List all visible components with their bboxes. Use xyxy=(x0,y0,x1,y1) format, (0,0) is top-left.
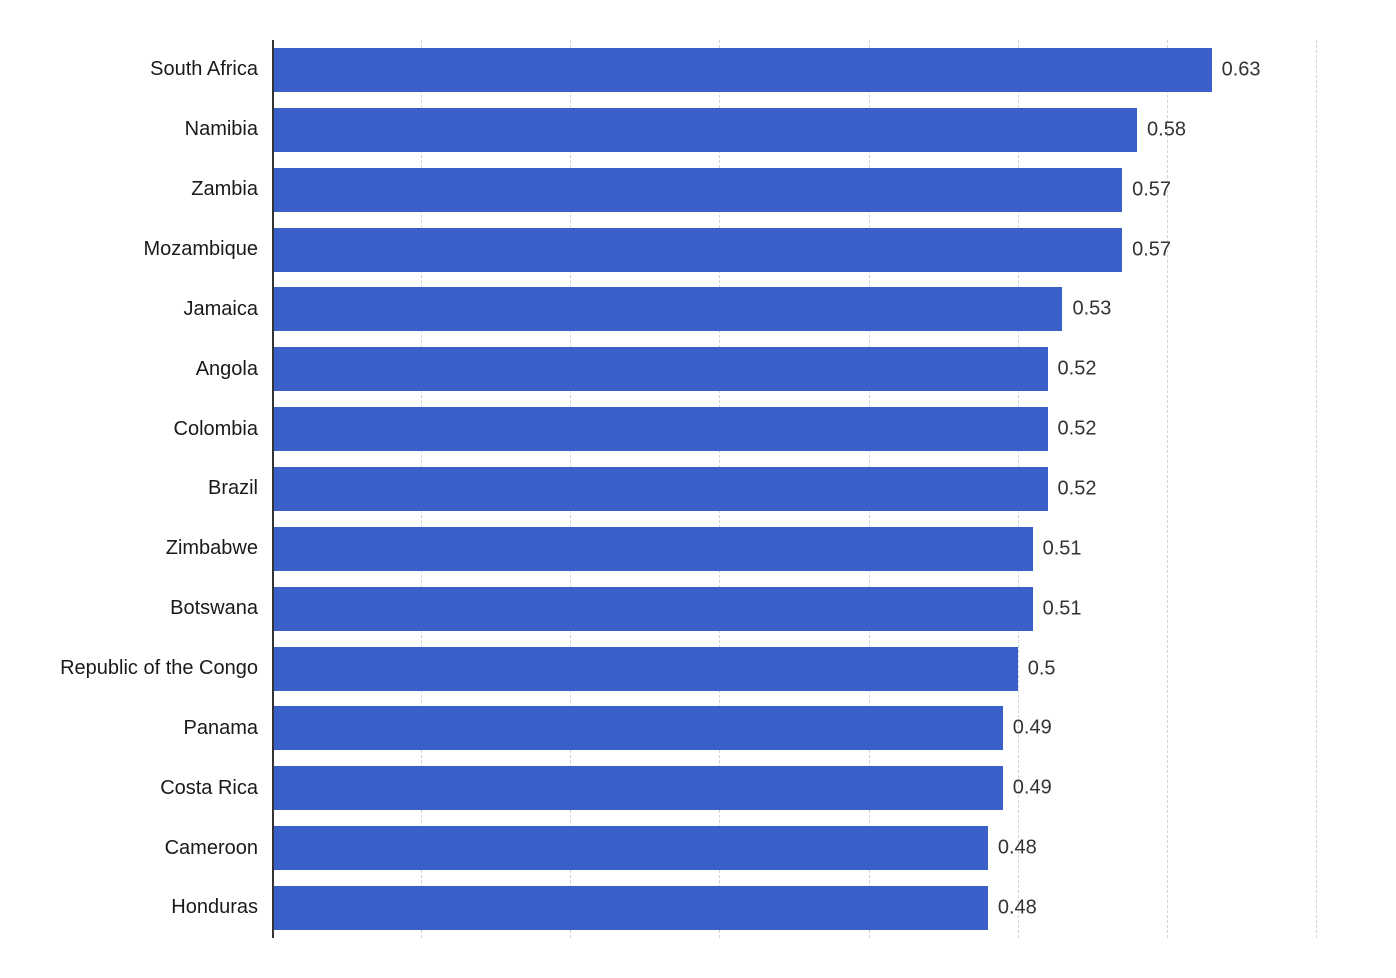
bar[interactable]: 0.52 xyxy=(272,407,1048,451)
bar-category-label: Angola xyxy=(196,358,258,381)
bar[interactable]: 0.48 xyxy=(272,826,988,870)
bar-row: Jamaica0.53 xyxy=(272,279,1316,339)
bar[interactable]: 0.51 xyxy=(272,587,1033,631)
bar-category-label: Jamaica xyxy=(184,298,258,321)
bar-value-label: 0.52 xyxy=(1058,358,1097,381)
bar-row: South Africa0.63 xyxy=(272,40,1316,100)
bar-value-label: 0.58 xyxy=(1147,118,1186,141)
bar-value-label: 0.52 xyxy=(1058,418,1097,441)
bar-row: Zimbabwe0.51 xyxy=(272,519,1316,579)
bars-container: South Africa0.63Namibia0.58Zambia0.57Moz… xyxy=(272,40,1316,938)
bar[interactable]: 0.58 xyxy=(272,108,1137,152)
bar-row: Zambia0.57 xyxy=(272,160,1316,220)
bar-value-label: 0.48 xyxy=(998,896,1037,919)
bar[interactable]: 0.5 xyxy=(272,647,1018,691)
bar-value-label: 0.57 xyxy=(1132,178,1171,201)
bar[interactable]: 0.51 xyxy=(272,527,1033,571)
bar[interactable]: 0.52 xyxy=(272,467,1048,511)
bar-value-label: 0.53 xyxy=(1072,298,1111,321)
bar-category-label: Cameroon xyxy=(165,837,258,860)
bar[interactable]: 0.53 xyxy=(272,287,1062,331)
bar-category-label: Brazil xyxy=(208,477,258,500)
bar[interactable]: 0.57 xyxy=(272,228,1122,272)
bar-row: Panama0.49 xyxy=(272,698,1316,758)
bar-category-label: Costa Rica xyxy=(160,777,258,800)
grid-line xyxy=(1316,40,1317,938)
bar-value-label: 0.57 xyxy=(1132,238,1171,261)
bar-row: Honduras0.48 xyxy=(272,878,1316,938)
bar-row: Colombia0.52 xyxy=(272,399,1316,459)
bar-row: Cameroon0.48 xyxy=(272,818,1316,878)
bar-category-label: Mozambique xyxy=(143,238,258,261)
bar-category-label: Zimbabwe xyxy=(166,537,258,560)
bar-category-label: Republic of the Congo xyxy=(60,657,258,680)
bar[interactable]: 0.49 xyxy=(272,766,1003,810)
bar-category-label: Panama xyxy=(184,717,259,740)
bar-row: Botswana0.51 xyxy=(272,579,1316,639)
bar-row: Costa Rica0.49 xyxy=(272,758,1316,818)
bar[interactable]: 0.57 xyxy=(272,168,1122,212)
bar-value-label: 0.49 xyxy=(1013,717,1052,740)
bar-category-label: South Africa xyxy=(150,58,258,81)
chart-container: South Africa0.63Namibia0.58Zambia0.57Moz… xyxy=(0,0,1396,978)
bar-row: Republic of the Congo0.5 xyxy=(272,639,1316,699)
bar-category-label: Honduras xyxy=(171,896,258,919)
bar-value-label: 0.5 xyxy=(1028,657,1056,680)
bar-row: Brazil0.52 xyxy=(272,459,1316,519)
bar-row: Mozambique0.57 xyxy=(272,220,1316,280)
bar-category-label: Namibia xyxy=(185,118,258,141)
bar-value-label: 0.51 xyxy=(1043,537,1082,560)
bar-row: Namibia0.58 xyxy=(272,100,1316,160)
y-axis-line xyxy=(272,40,274,938)
bar-value-label: 0.52 xyxy=(1058,477,1097,500)
bar-value-label: 0.51 xyxy=(1043,597,1082,620)
bar[interactable]: 0.48 xyxy=(272,886,988,930)
bar[interactable]: 0.63 xyxy=(272,48,1212,92)
bar[interactable]: 0.52 xyxy=(272,347,1048,391)
bar-value-label: 0.48 xyxy=(998,837,1037,860)
chart-area: South Africa0.63Namibia0.58Zambia0.57Moz… xyxy=(0,20,1356,958)
bar[interactable]: 0.49 xyxy=(272,706,1003,750)
bar-category-label: Zambia xyxy=(191,178,258,201)
bar-value-label: 0.63 xyxy=(1222,58,1261,81)
bar-category-label: Colombia xyxy=(174,418,258,441)
bar-value-label: 0.49 xyxy=(1013,777,1052,800)
bar-row: Angola0.52 xyxy=(272,339,1316,399)
bar-category-label: Botswana xyxy=(170,597,258,620)
